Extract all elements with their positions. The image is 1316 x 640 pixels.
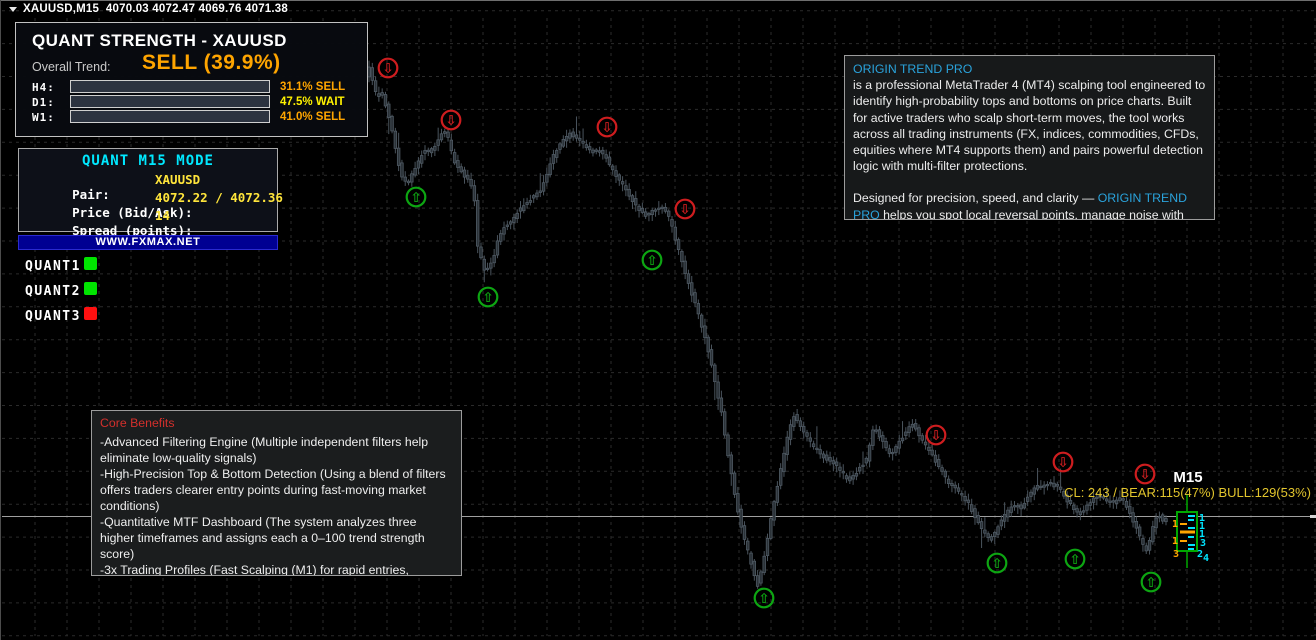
quant2-label: QUANT2 <box>25 284 81 299</box>
h4-strength-bar <box>70 80 270 93</box>
svg-text:⇩: ⇩ <box>1139 467 1150 483</box>
core-benefits-panel: Core Benefits -Advanced Filtering Engine… <box>91 410 462 576</box>
origin-panel-title: ORIGIN TREND PRO <box>853 62 973 76</box>
overall-trend-value: SELL (39.9%) <box>142 51 281 74</box>
quant3-row: QUANT3 <box>25 307 135 324</box>
benefit-item: -Quantitative MTF Dashboard (The system … <box>100 515 425 561</box>
h4-label: H4: <box>32 81 55 94</box>
candles-layer <box>367 60 1168 589</box>
svg-text:⇧: ⇧ <box>991 556 1002 572</box>
buy-signal-icon: ⇧ <box>405 186 427 208</box>
price-row: Price (Bid/Ask): 4072.22 / 4072.36 <box>27 190 283 220</box>
svg-text:⇧: ⇧ <box>482 290 493 306</box>
origin-p2-suffix: helps you spot local reversal points, ma… <box>883 207 1184 220</box>
quant-mode-panel: QUANT M15 MODE Pair: XAUUSD Price (Bid/A… <box>18 148 283 238</box>
sell-signal-icon: ⇩ <box>1052 451 1074 473</box>
w1-strength-text: 41.0% SELL <box>280 111 346 123</box>
svg-text:⇩: ⇩ <box>679 202 690 218</box>
spread-row: Spread (points): 14 <box>27 208 277 238</box>
d1-strength-text: 47.5% WAIT <box>280 96 345 108</box>
buy-signal-icon: ⇧ <box>1064 548 1086 570</box>
svg-text:⇩: ⇩ <box>382 61 393 77</box>
svg-text:⇩: ⇩ <box>601 120 612 136</box>
svg-text:⇧: ⇧ <box>1145 575 1156 591</box>
svg-text:4: 4 <box>1203 553 1209 564</box>
quant2-row: QUANT2 <box>25 282 135 299</box>
timeframe-row-h4: H4: 31.1% SELL <box>16 80 367 94</box>
w1-label: W1: <box>32 111 55 124</box>
strength-panel-title: QUANT STRENGTH - XAUUSD <box>32 31 287 50</box>
quant3-label: QUANT3 <box>25 309 81 324</box>
quant-strength-panel: QUANT STRENGTH - XAUUSD Overall Trend: S… <box>15 22 368 137</box>
origin-description: is a professional MetaTrader 4 (MT4) sca… <box>853 78 1206 174</box>
price-line-tick <box>1310 515 1316 518</box>
svg-text:1: 1 <box>1199 529 1205 540</box>
collapse-ohlc-icon[interactable] <box>9 7 17 12</box>
timeframe-row-w1: W1: 41.0% SELL <box>16 110 367 124</box>
benefits-panel-title: Core Benefits <box>100 416 175 430</box>
buy-signal-icon: ⇧ <box>641 249 663 271</box>
symbol-ohlc-text: XAUUSD,M15 4070.03 4072.47 4069.76 4071.… <box>23 3 288 15</box>
spread-value: 14 <box>155 208 171 223</box>
origin-trend-pro-panel: ORIGIN TREND PRO is a professional MetaT… <box>844 55 1215 220</box>
svg-text:1: 1 <box>1199 521 1205 532</box>
quant1-label: QUANT1 <box>25 259 81 274</box>
svg-text:1: 1 <box>1172 536 1178 547</box>
svg-text:⇩: ⇩ <box>445 113 456 129</box>
quant1-row: QUANT1 <box>25 257 135 274</box>
benefit-item: -High-Precision Top & Bottom Detection (… <box>100 467 446 513</box>
quant2-status-light <box>84 282 97 295</box>
origin-brand-name: ORIGIN TREND PRO <box>853 191 1187 220</box>
fxmax-banner: WWW.FXMAX.NET <box>18 235 278 250</box>
origin-p2-prefix: Designed for precision, speed, and clari… <box>853 191 1098 206</box>
sell-signal-icon: ⇩ <box>440 109 462 131</box>
chart-info-bar: XAUUSD,M15 4070.03 4072.47 4069.76 4071.… <box>1 0 1316 17</box>
svg-text:2: 2 <box>1197 549 1203 560</box>
timeframe-row-d1: D1: 47.5% WAIT <box>16 95 367 109</box>
origin-description-2: Designed for precision, speed, and clari… <box>853 190 1206 220</box>
buy-signal-icon: ⇧ <box>477 286 499 308</box>
svg-text:⇩: ⇩ <box>1057 455 1068 471</box>
price-label: Price (Bid/Ask): <box>72 205 193 220</box>
svg-text:⇧: ⇧ <box>646 253 657 269</box>
svg-text:1: 1 <box>1172 519 1178 530</box>
buy-signal-icon: ⇧ <box>753 587 775 609</box>
bear-bull-counter-label: CL: 243 / BEAR:115(47%) BULL:129(53%) <box>1064 485 1311 500</box>
benefit-item: -Advanced Filtering Engine (Multiple ind… <box>100 435 429 465</box>
svg-text:3: 3 <box>1200 538 1206 549</box>
sell-signal-icon: ⇩ <box>674 198 696 220</box>
price-value: 4072.22 / 4072.36 <box>155 190 283 205</box>
overall-trend-label: Overall Trend: <box>32 60 111 74</box>
svg-text:3: 3 <box>1173 549 1179 560</box>
d1-label: D1: <box>32 96 55 109</box>
svg-text:⇧: ⇧ <box>758 591 769 607</box>
pair-value: XAUUSD <box>155 172 201 187</box>
svg-text:1: 1 <box>1199 513 1205 524</box>
spread-label: Spread (points): <box>72 223 193 238</box>
quant1-status-light <box>84 257 97 270</box>
signal-timeframe-label: M15 <box>1173 469 1203 486</box>
pair-label: Pair: <box>72 187 110 202</box>
sell-signal-icon: ⇩ <box>1134 463 1156 485</box>
pair-row: Pair: XAUUSD <box>27 172 277 202</box>
sell-signal-icon: ⇩ <box>925 424 947 446</box>
buy-signal-icon: ⇧ <box>986 552 1008 574</box>
svg-text:⇧: ⇧ <box>1069 552 1080 568</box>
quant3-status-light <box>84 307 97 320</box>
svg-text:⇧: ⇧ <box>410 190 421 206</box>
sell-signal-icon: ⇩ <box>596 116 618 138</box>
w1-strength-bar <box>70 110 270 123</box>
mode-panel-title: QUANT M15 MODE <box>81 153 214 169</box>
d1-strength-bar <box>70 95 270 108</box>
svg-text:⇩: ⇩ <box>930 428 941 444</box>
sell-signal-icon: ⇩ <box>377 57 399 79</box>
h4-strength-text: 31.1% SELL <box>280 81 346 93</box>
buy-signal-icon: ⇧ <box>1140 571 1162 593</box>
benefit-item: -3x Trading Profiles (Fast Scalping (M1)… <box>100 563 409 576</box>
